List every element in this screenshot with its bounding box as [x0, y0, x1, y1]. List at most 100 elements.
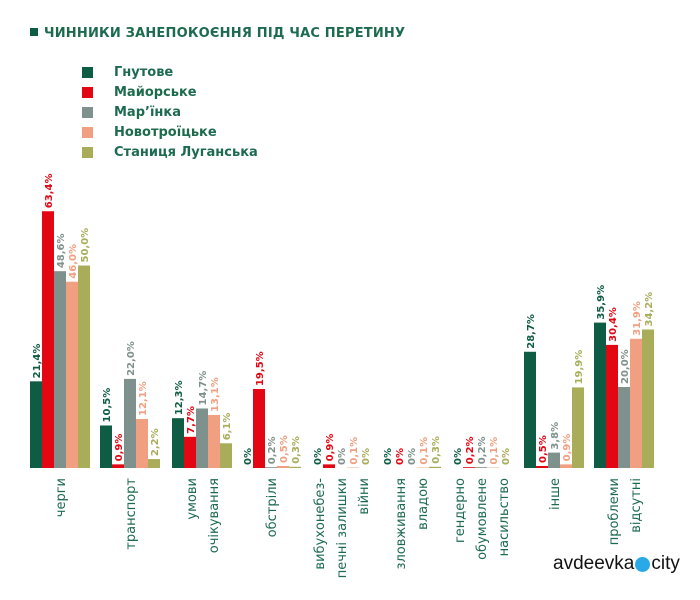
- bar: [112, 464, 124, 468]
- category-label: обумовлене: [475, 478, 490, 560]
- title-square-icon: [30, 28, 38, 36]
- category-label: війни: [357, 478, 372, 515]
- data-label: 22,0%: [126, 341, 137, 376]
- data-label: 0,1%: [419, 437, 430, 465]
- legend-item: Гнутове: [82, 62, 258, 82]
- data-label: 10,5%: [102, 388, 113, 423]
- data-label: 0,1%: [489, 437, 500, 465]
- legend-label: Станиця Луганська: [114, 144, 258, 160]
- data-label: 50,0%: [80, 228, 91, 263]
- bar: [220, 443, 232, 468]
- data-label: 13,1%: [210, 377, 221, 412]
- legend-item: Мар’їнка: [82, 102, 258, 122]
- bar: [54, 271, 66, 468]
- legend-swatch: [82, 106, 93, 118]
- bar: [323, 464, 335, 468]
- data-label: 0,2%: [267, 436, 278, 464]
- data-label: 19,5%: [255, 351, 266, 386]
- data-label: 0,9%: [114, 434, 125, 462]
- data-label: 0%: [337, 448, 348, 465]
- bar: [618, 387, 630, 468]
- bar: [136, 418, 148, 468]
- data-label: 28,7%: [526, 314, 537, 349]
- category-label: печні залишки: [335, 478, 350, 578]
- bar: [124, 378, 136, 468]
- category-label: вибухонебез-: [313, 478, 328, 570]
- bar: [524, 351, 536, 468]
- data-label: 0,5%: [538, 435, 549, 463]
- bar: [630, 338, 642, 468]
- category-label: гендерно: [453, 478, 468, 543]
- bar: [148, 459, 160, 468]
- data-label: 0,1%: [349, 437, 360, 465]
- bar: [536, 465, 548, 468]
- logo-text-left: avdeevka: [553, 553, 635, 574]
- bar: [42, 211, 54, 469]
- legend-swatch: [82, 66, 93, 78]
- bar: [572, 387, 584, 468]
- bar: [184, 436, 196, 468]
- data-label: 34,2%: [644, 292, 655, 327]
- category-label: владою: [416, 478, 431, 530]
- data-label: 0,3%: [431, 436, 442, 464]
- data-label: 0,3%: [291, 436, 302, 464]
- site-logo: avdeevka city: [553, 553, 680, 575]
- data-label: 0%: [383, 448, 394, 465]
- category-label: відсутні: [629, 478, 644, 533]
- category-label: умови: [185, 478, 200, 520]
- legend-label: Мар’їнка: [114, 104, 181, 120]
- category-label: очікування: [207, 478, 222, 553]
- data-label: 31,9%: [632, 301, 643, 336]
- data-label: 2,2%: [150, 428, 161, 456]
- legend-item: Майорське: [82, 82, 258, 102]
- data-label: 48,6%: [56, 233, 67, 268]
- legend: Гнутове Майорське Мар’їнка Новотроїцьке …: [82, 62, 258, 162]
- bar: [277, 465, 289, 468]
- data-label: 35,9%: [596, 285, 607, 320]
- data-label: 0%: [453, 448, 464, 465]
- legend-label: Гнутове: [114, 64, 174, 80]
- bar: [100, 425, 112, 468]
- data-label: 46,0%: [68, 244, 79, 279]
- data-label: 63,4%: [44, 174, 55, 209]
- category-label: інше: [548, 478, 563, 510]
- data-label: 0%: [243, 448, 254, 465]
- data-label: 14,7%: [198, 371, 209, 406]
- legend-label: Майорське: [114, 84, 197, 100]
- data-label: 0%: [313, 448, 324, 465]
- category-label: обстріли: [265, 478, 280, 537]
- category-label: транспорт: [124, 478, 139, 550]
- data-label: 19,9%: [574, 350, 585, 385]
- data-label: 0,9%: [562, 434, 573, 462]
- legend-item: Новотроїцьке: [82, 122, 258, 142]
- bar: [289, 466, 301, 468]
- chart-title: ЧИННИКИ ЗАНЕПОКОЄННЯ ПІД ЧАС ПЕРЕТИНУ: [30, 26, 405, 41]
- data-label: 12,1%: [138, 381, 149, 416]
- data-label: 0,5%: [279, 435, 290, 463]
- legend-label: Новотроїцьке: [114, 124, 217, 140]
- bar: [606, 344, 618, 468]
- bar: [66, 281, 78, 468]
- bar: [30, 381, 42, 468]
- category-label: проблеми: [607, 478, 622, 545]
- data-label: 0,9%: [325, 434, 336, 462]
- data-label: 12,3%: [174, 380, 185, 415]
- logo-text-right: city: [651, 553, 680, 574]
- bar: [265, 467, 277, 468]
- data-label: 3,8%: [550, 422, 561, 450]
- data-label: 0%: [395, 448, 406, 465]
- bar: [475, 467, 487, 468]
- bar: [196, 408, 208, 468]
- legend-item: Станиця Луганська: [82, 142, 258, 162]
- bar: [642, 329, 654, 468]
- data-label: 6,1%: [222, 413, 233, 441]
- bar: [172, 418, 184, 468]
- data-label: 0,2%: [465, 436, 476, 464]
- category-label: зловживання: [394, 478, 409, 569]
- chart-title-text: ЧИННИКИ ЗАНЕПОКОЄННЯ ПІД ЧАС ПЕРЕТИНУ: [44, 26, 406, 41]
- data-label: 21,4%: [32, 344, 43, 379]
- bar: [560, 464, 572, 468]
- category-label: насильство: [497, 478, 512, 556]
- data-label: 7,7%: [186, 406, 197, 434]
